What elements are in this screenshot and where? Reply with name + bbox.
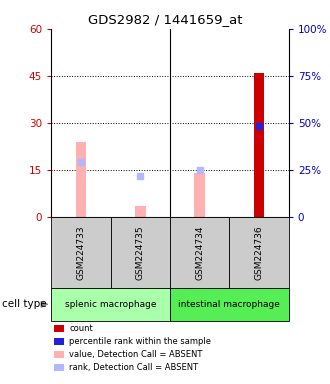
Text: value, Detection Call = ABSENT: value, Detection Call = ABSENT (69, 350, 203, 359)
Bar (254, 73, 264, 217)
Text: GSM224734: GSM224734 (195, 225, 204, 280)
Text: intestinal macrophage: intestinal macrophage (179, 300, 280, 309)
Text: GSM224736: GSM224736 (254, 225, 264, 280)
Text: GSM224735: GSM224735 (136, 225, 145, 280)
Text: cell type: cell type (2, 299, 46, 310)
Bar (76, 142, 86, 217)
Text: percentile rank within the sample: percentile rank within the sample (69, 337, 211, 346)
Bar (135, 206, 146, 217)
Text: splenic macrophage: splenic macrophage (65, 300, 156, 309)
Text: count: count (69, 324, 93, 333)
Text: GDS2982 / 1441659_at: GDS2982 / 1441659_at (88, 13, 242, 26)
Text: rank, Detection Call = ABSENT: rank, Detection Call = ABSENT (69, 363, 198, 372)
Text: GSM224733: GSM224733 (76, 225, 85, 280)
Bar (194, 173, 205, 217)
